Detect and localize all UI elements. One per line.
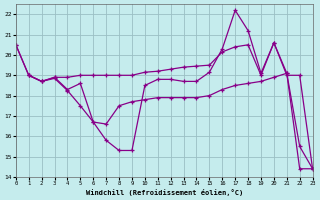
X-axis label: Windchill (Refroidissement éolien,°C): Windchill (Refroidissement éolien,°C)	[85, 189, 243, 196]
